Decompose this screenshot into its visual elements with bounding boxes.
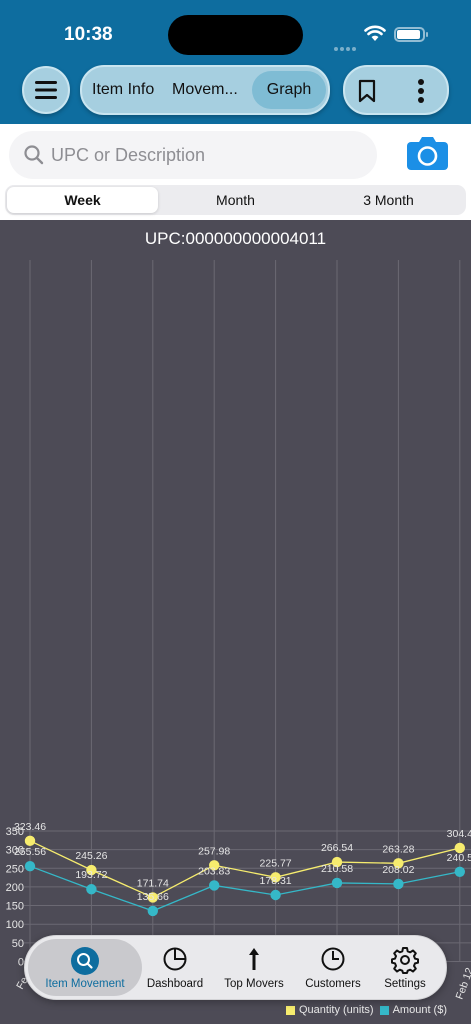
data-label: 225.77 (260, 857, 292, 869)
y-tick-label: 350 (6, 826, 24, 838)
search-area: Week Month 3 Month (0, 124, 471, 220)
search-box[interactable] (9, 131, 377, 179)
range-selector: Week Month 3 Month (5, 185, 466, 215)
tab-label: Customers (305, 978, 361, 990)
data-label: 178.31 (260, 875, 292, 887)
data-point (86, 884, 97, 895)
tab-top-movers[interactable]: Top Movers (219, 936, 289, 999)
tab-label: Dashboard (146, 978, 204, 990)
legend-swatch-amount (379, 1005, 389, 1015)
battery-icon (394, 27, 428, 42)
data-point (331, 856, 343, 868)
data-point (147, 892, 158, 903)
camera-icon[interactable] (406, 136, 449, 171)
tab-label: Settings (384, 978, 426, 990)
data-point (209, 860, 220, 871)
y-tick-label: 250 (6, 863, 24, 875)
data-point (454, 866, 465, 877)
search-icon (24, 145, 44, 165)
tab-customers[interactable]: Customers (301, 936, 365, 999)
status-time: 10:38 (64, 24, 113, 45)
data-point (147, 905, 158, 917)
range-week[interactable]: Week (7, 187, 158, 213)
tab-movement[interactable]: Movem... (172, 81, 238, 98)
y-tick-label: 300 (6, 845, 24, 857)
tab-graph[interactable]: Graph (252, 71, 326, 109)
more-options-icon[interactable] (417, 78, 425, 104)
wifi-icon (364, 25, 386, 41)
legend-label-quantity: Quantity (units) (299, 1004, 374, 1016)
y-tick-label: 100 (6, 919, 24, 931)
data-label: 266.54 (321, 842, 353, 854)
data-label: 323.46 (14, 821, 46, 833)
pie-chart-icon (321, 947, 345, 971)
status-bar: 10:38 (0, 0, 471, 62)
data-point (209, 880, 220, 891)
series-line (29, 840, 460, 899)
menu-button[interactable] (22, 66, 70, 114)
data-label: 257.98 (198, 845, 230, 857)
data-point (270, 872, 281, 883)
data-point (24, 835, 36, 847)
y-tick-label: 0 (18, 957, 24, 969)
data-label: 171.74 (137, 877, 169, 889)
data-label: 203.83 (198, 865, 230, 877)
data-point (331, 877, 343, 889)
chart-legend: Quantity (units) Amount ($) (286, 1004, 453, 1016)
view-tabs: Item Info Movem... Graph (80, 65, 330, 115)
bottom-tab-bar: Item Movement Dashboard Top Movers Custo… (24, 935, 447, 1000)
range-3-month[interactable]: 3 Month (363, 192, 414, 208)
hamburger-icon (35, 81, 57, 99)
data-label: 240.5 (447, 852, 471, 864)
y-tick-label: 200 (6, 882, 24, 894)
signal-icon (334, 38, 360, 51)
data-label: 255.56 (14, 846, 46, 858)
bookmark-icon[interactable] (357, 79, 377, 103)
chart-title: UPC:000000000004011 (144, 229, 327, 248)
tab-item-info[interactable]: Item Info (92, 81, 155, 98)
data-label: 304.4 (447, 828, 471, 840)
data-label: 210.58 (321, 863, 353, 875)
chart-area: 0 50 100 150 200 250 300 350 323.46 245.26 171.74 2… (0, 220, 471, 1024)
tab-item-movement[interactable]: Item Movement (28, 939, 142, 996)
actions-pill (343, 65, 449, 115)
data-point (393, 858, 404, 869)
data-label: 135.66 (137, 891, 169, 903)
data-point (86, 864, 97, 876)
data-label: 245.26 (75, 850, 107, 862)
data-label: 263.28 (382, 843, 414, 855)
arrow-up-icon (249, 948, 259, 970)
data-point (270, 889, 281, 901)
search-icon (71, 947, 99, 975)
y-tick-label: 150 (6, 901, 24, 913)
pie-chart-icon (163, 947, 187, 971)
data-label: 193.72 (75, 869, 107, 881)
series-line (29, 865, 460, 912)
x-tick-label: Feb 12 (454, 966, 471, 1001)
data-point (393, 878, 404, 890)
data-point (454, 842, 465, 854)
tab-label: Top Movers (224, 978, 284, 990)
y-tick-label: 50 (12, 938, 24, 950)
legend-swatch-quantity (286, 1005, 295, 1015)
data-label: 208.02 (382, 864, 414, 876)
data-point (24, 860, 36, 872)
tab-label: Item Movement (45, 978, 125, 990)
top-app-bar: 10:38 Item Info Movem... Graph (0, 0, 471, 124)
dynamic-island (168, 15, 303, 55)
search-input[interactable] (51, 131, 361, 179)
legend-label-amount: Amount ($) (392, 1004, 448, 1016)
tab-settings[interactable]: Settings (375, 936, 435, 999)
range-month[interactable]: Month (216, 192, 255, 208)
gear-icon (391, 947, 419, 974)
tab-dashboard[interactable]: Dashboard (143, 936, 207, 999)
